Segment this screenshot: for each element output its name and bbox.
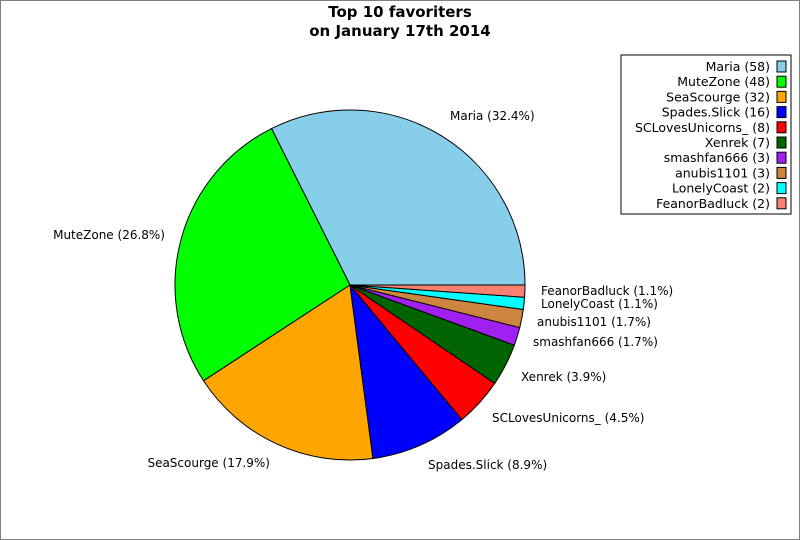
pie-slice-labels: Maria (32.4%) MuteZone (26.8%) SeaScourge … xyxy=(53,109,673,472)
pie-slices xyxy=(174,109,526,461)
legend-entry-label: SeaScourge (32) xyxy=(666,89,770,104)
legend-swatch xyxy=(776,121,787,134)
pie-slice-feanorbadluck xyxy=(349,284,526,298)
slice-label: SeaScourge (17.9%) xyxy=(147,456,270,470)
legend-entry-label: Spades.Slick (16) xyxy=(662,105,770,120)
pie-slice-maria xyxy=(270,109,526,286)
chart-title-line-2: on January 17th 2014 xyxy=(309,22,490,40)
pie-slice-mutezone xyxy=(174,127,351,382)
pie-slice-seascourge xyxy=(202,284,374,461)
legend-swatch xyxy=(776,151,787,164)
slice-label: MuteZone (26.8%) xyxy=(53,228,165,242)
legend-entry-label: MuteZone (48) xyxy=(677,74,770,89)
legend-box xyxy=(620,54,792,215)
legend-entry-label: Maria (58) xyxy=(706,59,770,74)
legend-entry-label: smashfan666 (3) xyxy=(664,150,770,165)
pie-slice-spades-slick xyxy=(349,283,463,460)
legend-entry-label: FeanorBadluck (2) xyxy=(656,196,770,211)
slice-label: Spades.Slick (8.9%) xyxy=(428,458,547,472)
legend-swatch xyxy=(776,166,787,179)
chart-title-line-1: Top 10 favoriters xyxy=(328,3,472,21)
legend-entry-label: LonelyCoast (2) xyxy=(672,181,770,196)
legend-swatch xyxy=(776,90,787,103)
legend-swatch xyxy=(776,197,787,210)
legend: Maria (58)MuteZone (48)SeaScourge (32)Sp… xyxy=(620,54,792,215)
slice-label: LonelyCoast (1.1%) xyxy=(541,297,658,311)
slice-label: SCLovesUnicorns_ (4.5%) xyxy=(492,411,644,425)
slice-label: Maria (32.4%) xyxy=(450,109,535,123)
slice-label: smashfan666 (1.7%) xyxy=(533,335,658,349)
legend-items: Maria (58)MuteZone (48)SeaScourge (32)Sp… xyxy=(635,59,787,211)
legend-swatch xyxy=(776,60,787,73)
legend-swatch xyxy=(776,136,787,149)
legend-swatch xyxy=(776,182,787,195)
legend-entry-label: SCLovesUnicorns_ (8) xyxy=(635,120,770,135)
legend-swatch xyxy=(776,75,787,88)
legend-swatch xyxy=(776,106,787,119)
slice-label: anubis1101 (1.7%) xyxy=(537,315,651,329)
slice-label: FeanorBadluck (1.1%) xyxy=(541,284,673,298)
slice-label: Xenrek (3.9%) xyxy=(521,370,606,384)
legend-entry-label: anubis1101 (3) xyxy=(675,165,770,180)
legend-entry-label: Xenrek (7) xyxy=(705,135,770,150)
